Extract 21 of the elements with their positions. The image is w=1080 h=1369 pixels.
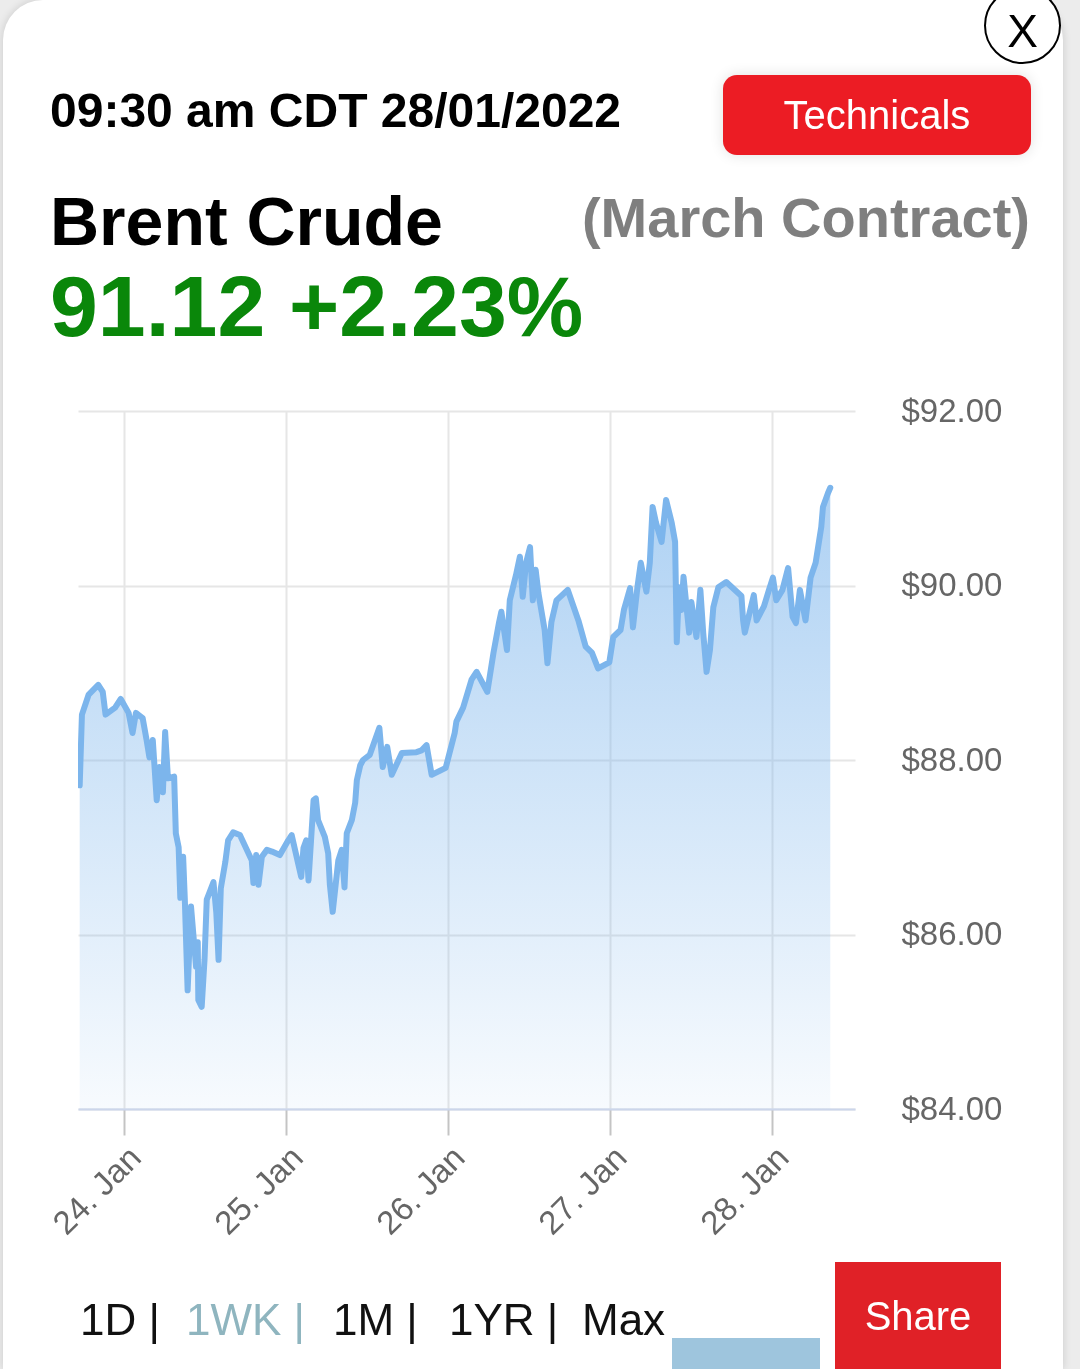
text: 09:30 am CDT 28/01/2022 (50, 84, 622, 137)
period-option: 1D | (80, 1298, 160, 1342)
y-tick-label: $90.00 (901, 566, 1003, 603)
period-option: 1WK | (186, 1298, 305, 1342)
y-tick-label: $84.00 (901, 1089, 1003, 1127)
technicals-button: Technicals (723, 75, 1031, 155)
y-tick-label: $88.00 (901, 740, 1003, 778)
x-tick-label: 25. Jan (207, 1138, 310, 1242)
text: 91.12 +2.23% (50, 258, 584, 354)
x-tick-label: 28. Jan (692, 1138, 796, 1242)
period-option: 1M | (333, 1298, 418, 1342)
period-option: Max (582, 1298, 666, 1342)
x-tick-label: 26. Jan (369, 1138, 472, 1242)
x-tick-label: 27. Jan (531, 1138, 634, 1242)
y-tick-label: $92.00 (901, 391, 1003, 429)
share-button: Share (835, 1262, 1001, 1369)
x-tick-label: 24. Jan (45, 1138, 148, 1242)
chart-subtitle: (March Contract) (581, 186, 1030, 249)
y-tick-label: $86.00 (901, 915, 1003, 952)
period-option: 1YR | (449, 1298, 559, 1342)
chart-title: Brent Crude (50, 183, 443, 259)
